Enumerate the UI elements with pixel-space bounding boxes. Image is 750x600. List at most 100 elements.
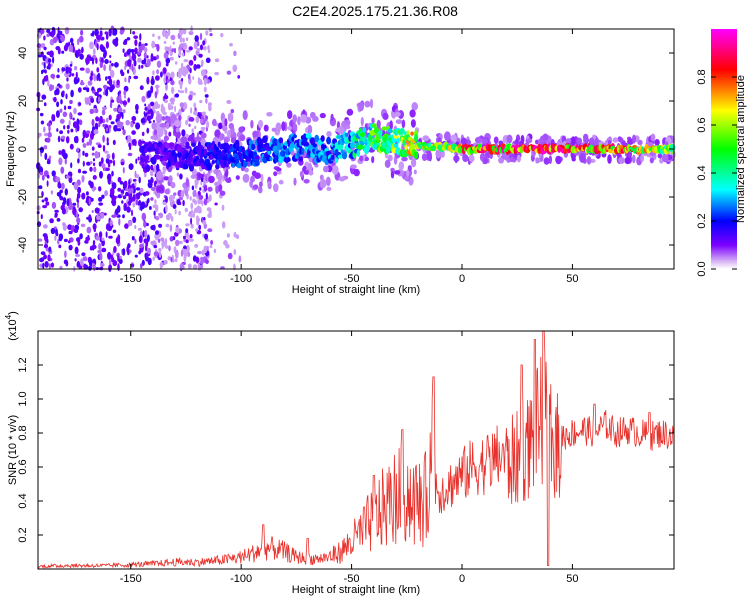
- spectrogram-cell: [40, 120, 45, 125]
- spectrogram-cell: [302, 165, 307, 172]
- spectrogram-cell: [163, 176, 170, 181]
- spectrogram-cell: [97, 94, 102, 99]
- spectrogram-cell: [165, 122, 170, 130]
- spectrogram-cell: [138, 176, 141, 184]
- spectrogram-cell: [106, 142, 110, 146]
- spectrogram-cell: [89, 161, 93, 165]
- spectrogram-cell: [242, 110, 248, 121]
- spectrogram-cell: [312, 115, 319, 122]
- spectrogram-cell: [109, 55, 112, 58]
- spectrogram-cell: [45, 201, 50, 206]
- spectrogram-cell: [67, 67, 72, 73]
- spectrogram-cell: [185, 228, 189, 234]
- spectrogram-cell: [344, 119, 351, 127]
- spectrogram-cell: [624, 157, 631, 165]
- spectrogram-cell: [235, 175, 240, 181]
- spectrogram-cell: [158, 212, 163, 217]
- spectrogram-cell: [131, 53, 137, 62]
- spectrogram-cell: [163, 260, 168, 265]
- spectrogram-cell: [95, 235, 100, 241]
- spectrogram-cell: [89, 132, 94, 140]
- figure-title: C2E4.2025.175.21.36.R08: [292, 3, 458, 19]
- spectrogram-cell: [105, 167, 110, 171]
- spectrogram-cell: [162, 166, 168, 172]
- spectrogram-cell: [65, 175, 71, 179]
- spectrogram-cell: [278, 179, 284, 185]
- spectrogram-cell: [122, 195, 127, 200]
- spectrogram-cell: [81, 192, 86, 200]
- spectrogram-cell: [153, 129, 158, 136]
- spectrogram-ridge-cell: [669, 144, 676, 152]
- spectrogram-cell: [47, 58, 52, 63]
- spectrogram-cell: [36, 43, 42, 49]
- spectrogram-cell: [99, 213, 105, 219]
- spectrogram-cell: [110, 84, 115, 90]
- spectrogram-ridge-cell: [191, 142, 196, 147]
- spectrogram-cell: [97, 87, 102, 92]
- spectrogram-cell: [275, 167, 282, 172]
- spectrogram-cell: [113, 107, 118, 112]
- spectrogram-cell: [102, 144, 106, 152]
- spectrogram-cell: [422, 135, 430, 142]
- spectrogram-ridge-cell: [410, 131, 414, 136]
- spectrogram-cell: [98, 202, 104, 206]
- spectrogram-cell: [49, 84, 53, 92]
- spectrogram-ridge-cell: [204, 158, 211, 165]
- spectrogram-cell: [258, 186, 263, 194]
- spectrogram-cell: [46, 29, 51, 33]
- spectrogram-cell: [79, 67, 85, 71]
- spectrogram-cell: [128, 76, 131, 84]
- spectrogram-cell: [207, 228, 213, 233]
- spectrogram-cell: [192, 255, 197, 262]
- spectrogram-cell: [199, 99, 203, 104]
- spectrogram-cell: [632, 154, 636, 164]
- spectrogram-cell: [89, 166, 93, 172]
- spectrogram-cell: [120, 161, 125, 166]
- spectrogram-cell: [649, 157, 654, 164]
- spectrogram-cell: [178, 210, 181, 216]
- spectrogram-cell: [65, 93, 68, 100]
- spectrogram-cell: [77, 112, 83, 116]
- spectrogram-cell: [506, 134, 513, 144]
- spectrogram-cell: [94, 91, 99, 96]
- spectrogram-cell: [192, 198, 196, 204]
- spectrogram-cell: [92, 244, 97, 250]
- spectrogram-cell: [146, 115, 151, 122]
- spectrogram-ridge-cell: [414, 134, 419, 143]
- spectrogram-cell: [147, 247, 151, 255]
- spectrogram-cell: [46, 122, 52, 127]
- spectrogram-cell: [258, 119, 264, 129]
- spectrogram-cell: [184, 207, 188, 213]
- spectrogram-cell: [189, 238, 194, 242]
- spectrogram-cell: [81, 252, 86, 257]
- spectrogram-cell: [163, 40, 167, 45]
- spectrogram-cell: [194, 35, 199, 43]
- spectrogram-ridge-cell: [254, 159, 260, 167]
- spectrogram-cell: [188, 46, 193, 51]
- colorbar: 0.0 0.2 0.4 0.6 0.8 Normalized spectral ampl…: [696, 29, 747, 277]
- spectrogram-cell: [128, 179, 131, 186]
- spectrogram-cell: [163, 135, 169, 141]
- spectrogram-cell: [127, 69, 130, 74]
- spectrogram-cell: [77, 158, 80, 164]
- spectrogram-cell: [169, 224, 173, 232]
- spectrogram-cell: [75, 71, 78, 79]
- snr-x-tick-label: 50: [566, 573, 578, 585]
- snr-x-tick-label: -50: [344, 573, 360, 585]
- spectrogram-cell: [156, 60, 162, 68]
- spectrogram-cell: [353, 168, 360, 177]
- spectrogram-cell: [180, 136, 188, 144]
- spectrogram-cell: [618, 157, 626, 164]
- spectrogram-cell: [155, 84, 159, 90]
- spectrogram-cell: [69, 63, 73, 67]
- spectrogram-cell: [97, 144, 102, 149]
- spectrogram-cell: [542, 133, 549, 141]
- spectrogram-cell: [612, 137, 619, 143]
- spectrogram-cell: [203, 245, 208, 254]
- spectrogram-cell: [287, 126, 292, 131]
- spectrogram-cell: [199, 265, 204, 269]
- spectrogram-cell: [134, 254, 138, 258]
- spectrogram-cell: [111, 152, 115, 160]
- spectrogram-cell: [76, 147, 80, 152]
- spectrogram-cell: [182, 28, 187, 35]
